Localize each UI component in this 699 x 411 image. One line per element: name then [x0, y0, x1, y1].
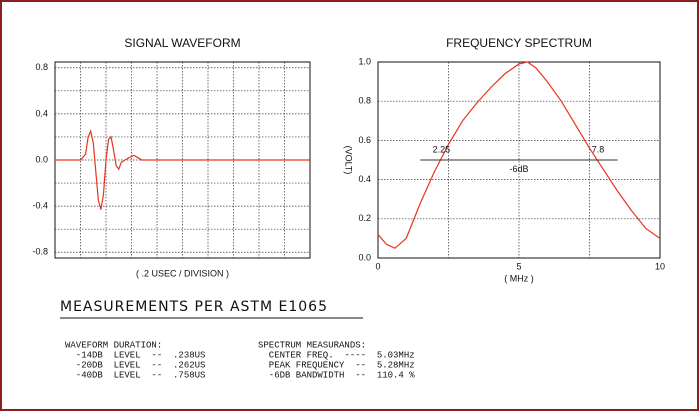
waveform-line: [55, 129, 310, 210]
y-tick-label: 0.4: [358, 174, 371, 184]
measurements-title: MEASUREMENTS PER ASTM E1065: [60, 299, 328, 315]
annotation: -6dB: [509, 164, 528, 174]
x-tick-label: 5: [516, 261, 521, 271]
y-tick-label: 1.0: [358, 56, 371, 66]
annotation: 7.8: [592, 145, 605, 155]
chart-title: SIGNAL WAVEFORM: [124, 36, 240, 50]
measurement-line: CENTER FREQ. ---- 5.03MHz: [258, 350, 415, 360]
measurement-line: WAVEFORM DURATION:: [65, 340, 162, 350]
annotation: 2.25: [433, 145, 451, 155]
y-tick-label: -0.4: [32, 200, 48, 210]
x-tick-label: 0: [375, 261, 380, 271]
y-axis-label: (VOLT): [344, 146, 354, 175]
y-tick-label: 0.8: [358, 96, 371, 106]
waveform-line: [377, 61, 661, 249]
measurement-line: -40DB LEVEL -- .758US: [65, 370, 205, 380]
y-tick-label: 0.2: [358, 213, 371, 223]
chart-title: FREQUENCY SPECTRUM: [446, 36, 592, 50]
measurement-line: -6DB BANDWIDTH -- 110.4 %: [258, 370, 415, 380]
y-tick-label: 0.0: [35, 154, 48, 164]
y-tick-label: 0.8: [35, 62, 48, 72]
y-tick-label: 0.4: [35, 108, 48, 118]
y-tick-label: -0.8: [32, 247, 48, 257]
y-tick-label: 0.6: [358, 135, 371, 145]
x-tick-label: 10: [655, 261, 665, 271]
measurement-line: PEAK FREQUENCY -- 5.28MHz: [258, 360, 415, 370]
measurement-line: SPECTRUM MEASURANDS:: [258, 340, 366, 350]
measurement-line: -14DB LEVEL -- .238US: [65, 350, 205, 360]
plot-frame: [377, 61, 661, 259]
x-axis-label: ( .2 USEC / DIVISION ): [136, 268, 229, 278]
measurement-line: -20DB LEVEL -- .262US: [65, 360, 205, 370]
y-tick-label: 0.0: [358, 252, 371, 262]
x-axis-label: ( MHz ): [504, 273, 534, 283]
